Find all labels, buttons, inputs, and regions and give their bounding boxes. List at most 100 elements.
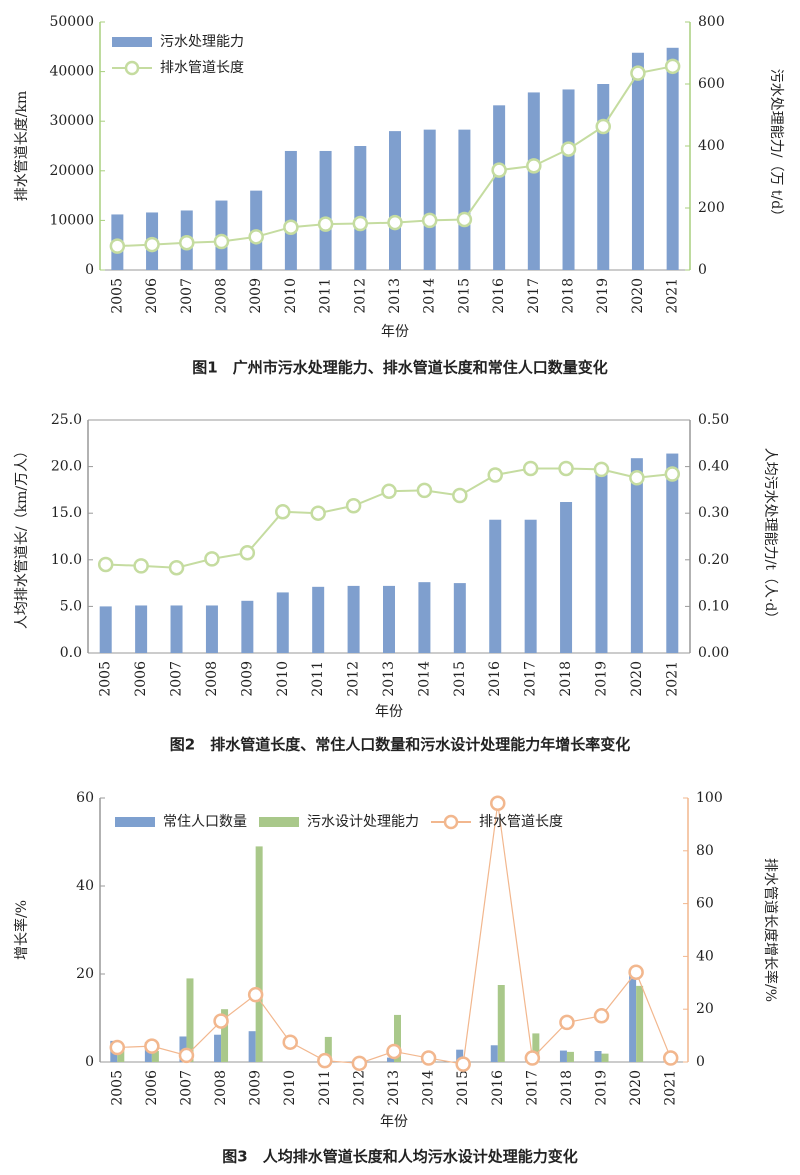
y2-tick-label: 60	[696, 896, 714, 912]
bar	[497, 985, 505, 1062]
legend-label: 污水设计处理能力	[307, 814, 419, 830]
bar	[489, 519, 502, 653]
x-tick-label: 2010	[283, 278, 299, 314]
marker	[275, 504, 291, 520]
bar	[559, 1050, 567, 1062]
x-axis-label: 年份	[380, 1114, 408, 1130]
marker	[133, 558, 149, 574]
bar	[458, 129, 471, 270]
bar	[566, 1051, 574, 1062]
bar	[666, 47, 679, 271]
marker	[386, 1043, 402, 1060]
x-tick-label: 2018	[559, 1070, 575, 1106]
marker	[420, 1050, 437, 1066]
bar	[205, 605, 218, 653]
marker	[248, 229, 264, 245]
bar	[423, 129, 436, 270]
marker	[144, 1038, 160, 1054]
legend-label: 常住人口数量	[163, 814, 247, 830]
x-axis-label: 年份	[381, 324, 409, 340]
marker	[317, 1052, 333, 1069]
bar	[666, 453, 679, 653]
marker	[109, 238, 126, 254]
y-tick-label: 40	[76, 878, 94, 894]
bar	[221, 1009, 229, 1062]
bar	[347, 585, 360, 653]
marker	[630, 65, 646, 81]
bar	[135, 605, 148, 653]
x-tick-label: 2013	[381, 661, 397, 697]
x-tick-label: 2011	[317, 1070, 333, 1106]
marker	[662, 1050, 679, 1066]
bar	[387, 1057, 394, 1062]
bar	[527, 92, 540, 270]
marker	[559, 1014, 575, 1031]
bar	[601, 1053, 609, 1062]
bar	[631, 52, 644, 270]
x-tick-label: 2017	[523, 661, 539, 697]
y-axis-label: 增长率/%	[13, 900, 30, 960]
y2-tick-label: 100	[696, 790, 723, 806]
marker	[629, 470, 645, 486]
y2-tick-label: 0.50	[698, 412, 729, 428]
marker	[213, 233, 230, 250]
legend-swatch	[112, 37, 152, 47]
bar	[629, 969, 637, 1062]
y-tick-label: 20	[76, 966, 94, 982]
x-tick-label: 2015	[452, 661, 468, 697]
x-tick-label: 2012	[351, 1070, 367, 1106]
bar	[418, 582, 431, 653]
y2-tick-label: 0.30	[698, 505, 729, 521]
x-tick-label: 2020	[630, 278, 646, 314]
y2-tick-label: 600	[698, 76, 725, 92]
x-tick-label: 2014	[422, 278, 438, 314]
y-tick-label: 0	[85, 262, 94, 278]
bar	[312, 586, 325, 653]
x-tick-label: 2017	[524, 1070, 540, 1106]
marker	[524, 1050, 541, 1066]
y-tick-label: 25.0	[51, 412, 82, 428]
x-tick-label: 2014	[416, 661, 432, 697]
marker	[628, 964, 644, 980]
marker	[144, 236, 160, 253]
x-tick-label: 2005	[109, 278, 125, 314]
marker	[239, 545, 256, 561]
marker	[381, 483, 397, 500]
legend-label: 污水处理能力	[160, 34, 244, 50]
bar	[170, 605, 183, 653]
x-tick-label: 2010	[275, 661, 291, 697]
bar	[597, 84, 610, 270]
x-tick-label: 2016	[487, 661, 503, 697]
y-tick-label: 10000	[49, 212, 94, 228]
chart-title: 图3 人均排水管道长度和人均污水设计处理能力变化	[222, 1148, 577, 1166]
bar	[99, 606, 112, 653]
bar	[636, 985, 644, 1062]
x-tick-label: 2018	[561, 278, 577, 314]
bar	[394, 1014, 401, 1062]
x-tick-label: 2019	[595, 278, 611, 314]
x-tick-label: 2018	[558, 661, 574, 697]
x-tick-label: 2016	[491, 278, 507, 314]
marker	[213, 1013, 229, 1029]
x-tick-label: 2015	[456, 278, 472, 314]
x-tick-label: 2008	[204, 661, 220, 697]
bar	[241, 600, 254, 653]
y2-axis-label: 排水管道长度增长率/%	[762, 858, 779, 1002]
legend-marker	[124, 60, 140, 76]
x-tick-label: 2019	[593, 661, 609, 697]
y2-tick-label: 0.00	[698, 645, 729, 661]
bar	[389, 131, 401, 270]
x-tick-label: 2006	[144, 1070, 160, 1106]
marker	[560, 141, 577, 157]
x-tick-label: 2005	[109, 1070, 125, 1106]
marker	[487, 467, 503, 483]
y2-tick-label: 0.20	[698, 552, 729, 568]
y-tick-label: 50000	[49, 14, 94, 30]
x-tick-label: 2021	[664, 661, 680, 697]
bar	[630, 458, 643, 653]
y2-tick-label: 0.40	[698, 459, 729, 475]
marker	[352, 215, 369, 232]
bar	[524, 519, 537, 653]
y-tick-label: 30000	[49, 113, 94, 129]
